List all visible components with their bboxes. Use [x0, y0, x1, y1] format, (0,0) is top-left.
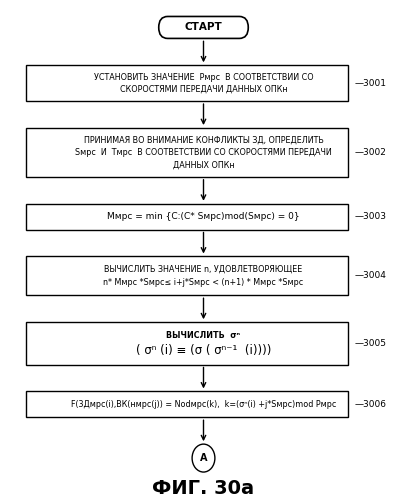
Text: ВЫЧИСЛИТЬ ЗНАЧЕНИЕ n, УДОВЛЕТВОРЯЮЩЕЕ: ВЫЧИСЛИТЬ ЗНАЧЕНИЕ n, УДОВЛЕТВОРЯЮЩЕЕ	[104, 265, 303, 274]
Bar	[26, 65, 348, 101]
Text: УСТАНОВИТЬ ЗНАЧЕНИЕ  Pмрc  В СООТВЕТСТВИИ СО: УСТАНОВИТЬ ЗНАЧЕНИЕ Pмрc В СООТВЕТСТВИИ …	[94, 73, 313, 82]
Text: СКОРОСТЯМИ ПЕРЕДАЧИ ДАННЫХ ОПКн: СКОРОСТЯМИ ПЕРЕДАЧИ ДАННЫХ ОПКн	[120, 85, 287, 94]
Bar	[26, 204, 348, 230]
Text: —3003: —3003	[354, 212, 386, 221]
Text: ПРИНИМАЯ ВО ВНИМАНИЕ КОНФЛИКТЫ ЗД, ОПРЕДЕЛИТЬ: ПРИНИМАЯ ВО ВНИМАНИЕ КОНФЛИКТЫ ЗД, ОПРЕД…	[83, 136, 324, 145]
Bar	[26, 256, 348, 295]
Text: —3002: —3002	[354, 148, 386, 157]
Bar	[26, 128, 348, 177]
Text: F(3Дмрc(i),ВК(нмрc(j)) = Nodмрc(k),  k=(σⁿ(i) +j*Sмрc)mod Pмрc: F(3Дмрc(i),ВК(нмрc(j)) = Nodмрc(k), k=(σ…	[71, 400, 336, 409]
Text: Sмрc  И  Tмрc  В СООТВЕТСТВИИ СО СКОРОСТЯМИ ПЕРЕДАЧИ: Sмрc И Tмрc В СООТВЕТСТВИИ СО СКОРОСТЯМИ…	[75, 148, 332, 157]
Bar	[26, 391, 348, 417]
FancyBboxPatch shape	[159, 16, 248, 38]
Text: —3004: —3004	[354, 271, 386, 280]
Circle shape	[192, 444, 215, 472]
Text: —3005: —3005	[354, 339, 386, 348]
Text: СТАРТ: СТАРТ	[185, 22, 222, 32]
Text: ФИГ. 30а: ФИГ. 30а	[153, 479, 254, 498]
Text: А: А	[200, 453, 207, 463]
Text: —3001: —3001	[354, 79, 386, 88]
Text: ВЫЧИСЛИТЬ  σⁿ: ВЫЧИСЛИТЬ σⁿ	[166, 331, 241, 340]
Text: —3006: —3006	[354, 400, 386, 409]
Text: ДАННЫХ ОПКн: ДАННЫХ ОПКн	[173, 160, 234, 169]
Text: Mмрc = min {C:(C* Sмрc)mod(Sмрc) = 0}: Mмрc = min {C:(C* Sмрc)mod(Sмрc) = 0}	[107, 212, 300, 221]
Text: ( σⁿ (i) ≡ (σ ( σⁿ⁻¹  (i)))): ( σⁿ (i) ≡ (σ ( σⁿ⁻¹ (i))))	[136, 344, 271, 357]
Text: n* Mмрc *Sмрc≤ i+j*Sмрc < (n+1) * Mмрc *Sмрc: n* Mмрc *Sмрc≤ i+j*Sмрc < (n+1) * Mмрc *…	[103, 278, 304, 287]
Bar	[26, 322, 348, 365]
